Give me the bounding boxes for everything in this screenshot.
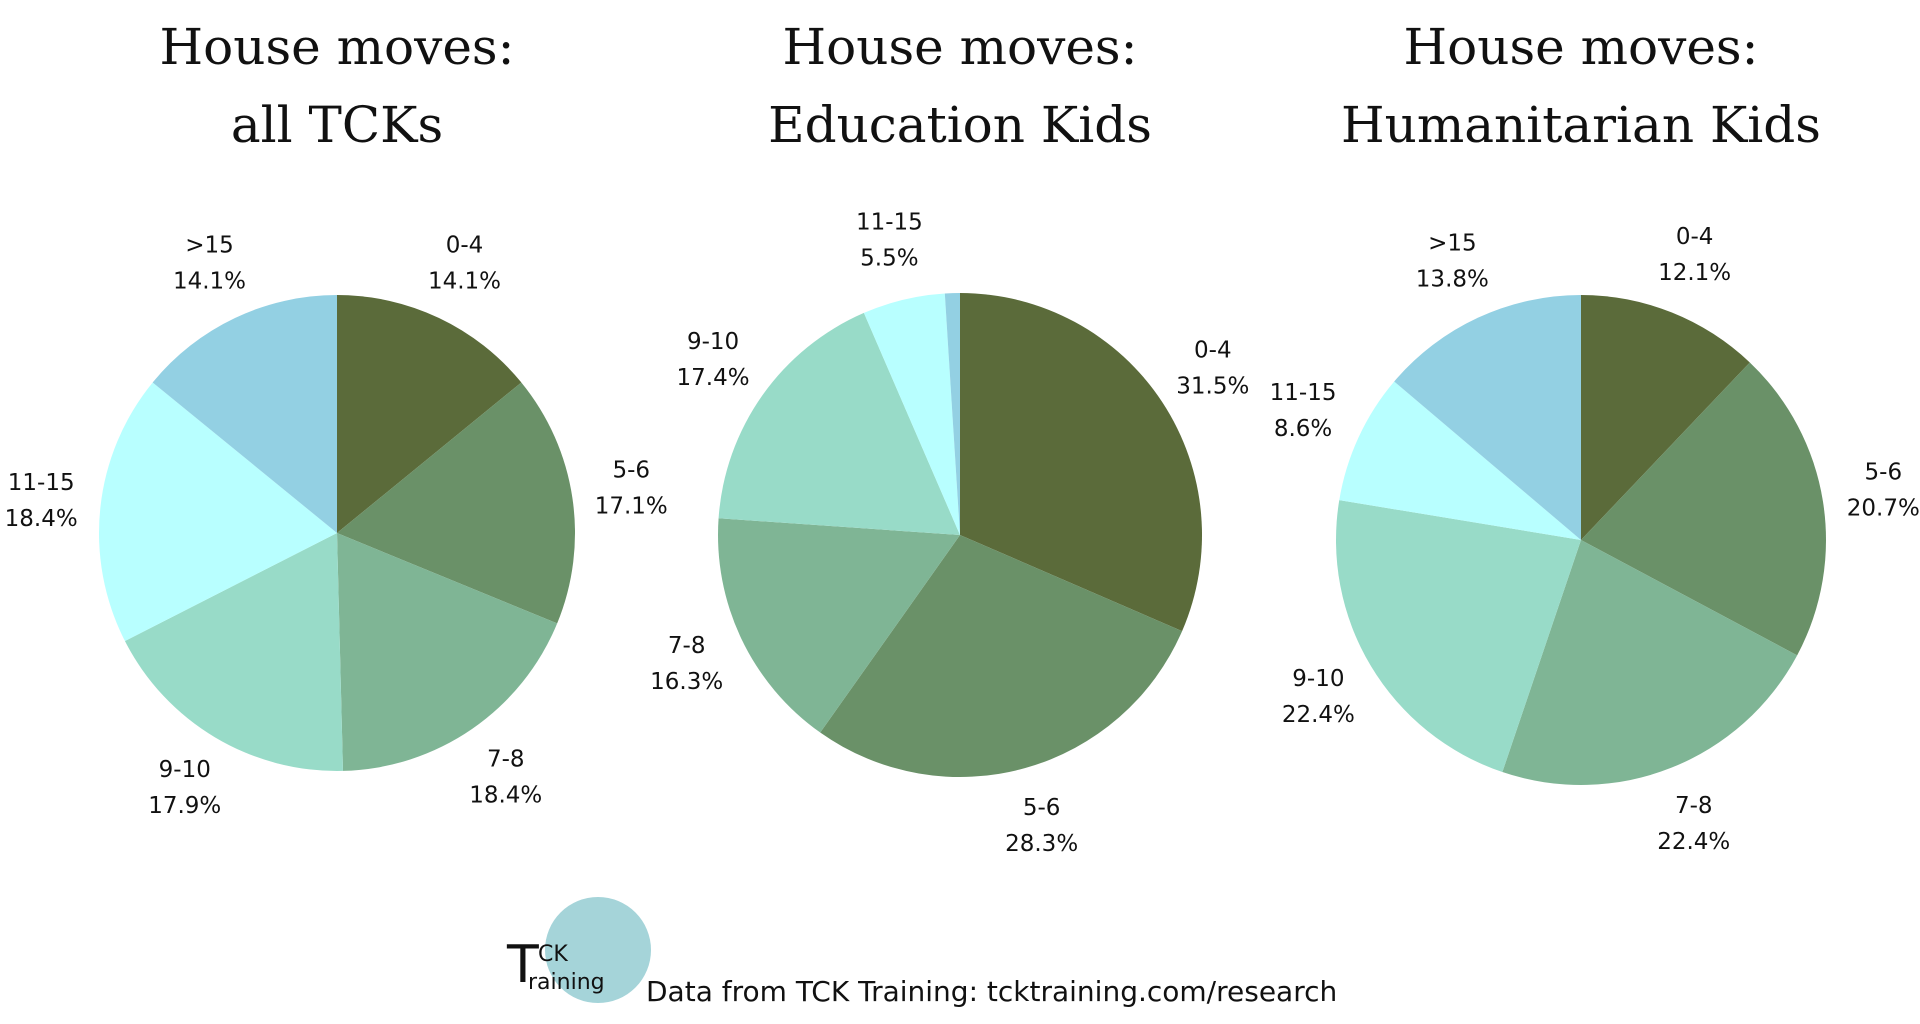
chart-title: Education Kids: [768, 96, 1152, 154]
slice-label: 9-10: [687, 329, 739, 355]
slice-label: 5-6: [612, 458, 650, 484]
pie-slice: [1336, 500, 1581, 773]
slice-value-label: 17.1%: [595, 494, 668, 520]
pie-slice: [944, 293, 960, 535]
slice-label: 11-15: [1270, 380, 1337, 406]
logo-bottom: raining: [528, 970, 605, 995]
pie-slice: [863, 293, 960, 535]
slice-label: 7-8: [668, 633, 706, 659]
slice-value-label: 17.4%: [677, 365, 750, 391]
slice-value-label: 28.3%: [1005, 831, 1078, 857]
pie-slice: [1502, 540, 1798, 786]
slice-label: 0-4: [1194, 337, 1232, 363]
slice-label: 11-15: [8, 470, 75, 496]
slice-label: 7-8: [487, 747, 525, 773]
slice-value-label: 18.4%: [5, 506, 78, 532]
pie-slice: [820, 535, 1183, 778]
slice-value-label: 17.9%: [148, 793, 221, 819]
slice-label: 5-6: [1865, 460, 1903, 486]
pie-slice: [337, 382, 575, 624]
pie-slice: [337, 295, 522, 533]
pie-slice: [98, 382, 338, 642]
chart-title: House moves:: [783, 18, 1138, 76]
slice-label: 9-10: [1292, 666, 1344, 692]
slice-label: >15: [185, 233, 234, 259]
pie-slice: [1339, 381, 1581, 540]
chart-title: all TCKs: [231, 96, 443, 154]
slice-value-label: 13.8%: [1416, 267, 1489, 293]
slice-label: >15: [1428, 231, 1477, 257]
source: Data from TCK Training: tcktraining.com/…: [646, 975, 1337, 1008]
chart-title: Humanitarian Kids: [1341, 96, 1821, 154]
pie-slice: [124, 533, 343, 771]
slice-value-label: 31.5%: [1176, 373, 1249, 399]
logo-circle: [545, 897, 651, 1003]
pie-slice: [152, 295, 337, 533]
chart-title: House moves:: [1404, 18, 1759, 76]
pie-slice: [1581, 362, 1826, 656]
slice-value-label: 14.1%: [428, 269, 501, 295]
pie-slice: [1394, 295, 1581, 540]
slice-value-label: 22.4%: [1657, 829, 1730, 855]
slice-label: 0-4: [1676, 224, 1714, 250]
slice-label: 5-6: [1023, 795, 1061, 821]
slice-value-label: 8.6%: [1274, 416, 1332, 442]
slice-value-label: 22.4%: [1282, 702, 1355, 728]
pie-slice: [718, 312, 960, 535]
pie-slice: [337, 533, 558, 771]
slice-value-label: 12.1%: [1658, 260, 1731, 286]
pie-slice: [960, 293, 1202, 632]
pie-slice: [1581, 295, 1750, 540]
slice-label: 7-8: [1675, 793, 1713, 819]
slice-value-label: 18.4%: [469, 783, 542, 809]
slice-value-label: 20.7%: [1847, 496, 1920, 522]
slice-value-label: 16.3%: [650, 669, 723, 695]
slice-label: 11-15: [856, 209, 923, 235]
slice-value-label: 14.1%: [173, 269, 246, 295]
slice-label: 0-4: [446, 233, 484, 259]
chart-title: House moves:: [160, 18, 515, 76]
slice-label: 9-10: [159, 757, 211, 783]
slice-value-label: 5.5%: [860, 245, 918, 271]
pie-slice: [717, 518, 960, 733]
logo-initial: T: [506, 935, 539, 995]
logo-top: CK: [538, 942, 568, 967]
